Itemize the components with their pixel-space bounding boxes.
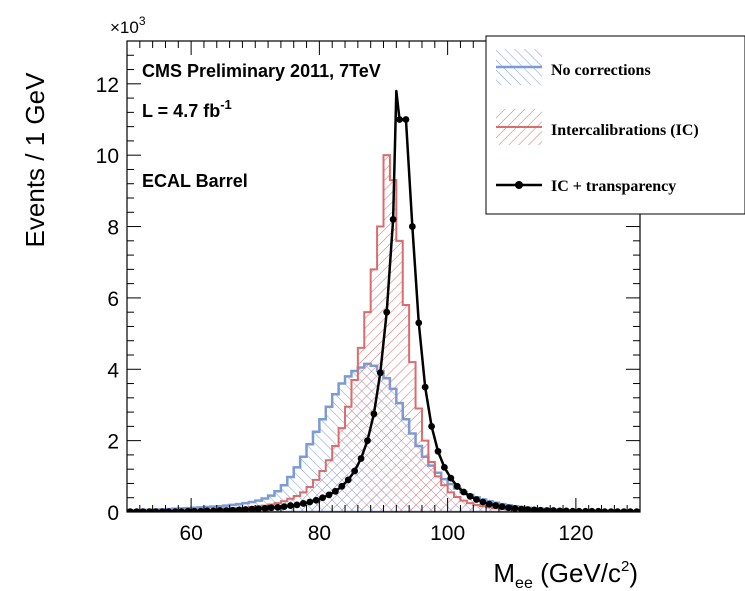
ic-transparency-point xyxy=(370,410,377,417)
ic-transparency-point xyxy=(447,475,454,482)
ic-transparency-point xyxy=(473,496,480,503)
ic-transparency-point xyxy=(287,502,294,509)
ic-transparency-point xyxy=(454,483,461,490)
ic-transparency-point xyxy=(505,504,512,511)
ic-transparency-point xyxy=(300,500,307,507)
x-axis-title: Mee (GeV/c2) xyxy=(493,558,638,591)
ic-transparency-point xyxy=(313,497,320,504)
y-tick-label: 10 xyxy=(96,145,119,168)
ic-transparency-point xyxy=(326,491,333,498)
luminosity-label: L = 4.7 fb-1 xyxy=(142,97,232,121)
ic-transparency-point xyxy=(351,468,358,475)
ic-transparency-point xyxy=(338,483,345,490)
ic-transparency-point xyxy=(306,499,313,506)
x-tick-label: 60 xyxy=(179,522,202,545)
ic-transparency-point xyxy=(191,508,198,515)
y-tick-label: 8 xyxy=(107,217,119,240)
ic-transparency-point xyxy=(255,505,262,512)
ic-transparency-point xyxy=(479,499,486,506)
ic-transparency-point xyxy=(569,508,576,515)
ic-transparency-point xyxy=(595,508,602,515)
y-axis-title: Events / 1 GeV xyxy=(20,72,50,248)
legend: No corrections Intercalibrations (IC) IC… xyxy=(486,36,745,214)
ic-transparency-point xyxy=(409,223,416,230)
ic-transparency-point xyxy=(390,216,397,223)
ic-transparency-point xyxy=(544,507,551,514)
ic-transparency-point xyxy=(428,423,435,430)
ic-transparency-point xyxy=(492,502,499,509)
legend-label-ic-transparency: IC + transparency xyxy=(551,178,676,195)
ic-transparency-point xyxy=(486,501,493,508)
x-tick-label: 80 xyxy=(308,522,331,545)
legend-label-no-corrections: No corrections xyxy=(551,62,651,79)
ic-transparency-point xyxy=(217,507,224,514)
ic-transparency-point xyxy=(204,508,211,515)
ic-transparency-point xyxy=(550,507,557,514)
ic-transparency-point xyxy=(294,501,301,508)
ic-transparency-point xyxy=(185,508,192,515)
y-tick-label: 2 xyxy=(107,431,119,454)
ic-transparency-point xyxy=(223,507,230,514)
ic-transparency-point xyxy=(556,508,563,515)
ic-transparency-point xyxy=(396,116,403,123)
ic-transparency-point xyxy=(345,476,352,483)
ic-transparency-point xyxy=(268,504,275,511)
ic-transparency-point xyxy=(499,503,506,510)
ic-transparency-point xyxy=(332,488,339,495)
y-tick-label: 12 xyxy=(96,74,119,97)
ic-transparency-point xyxy=(435,448,442,455)
ic-transparency-point xyxy=(415,319,422,326)
ic-transparency-point xyxy=(364,437,371,444)
ic-transparency-point xyxy=(403,116,410,123)
ic-transparency-point xyxy=(358,455,365,462)
ic-transparency-point xyxy=(383,309,390,316)
ic-transparency-point xyxy=(422,384,429,391)
ic-transparency-point xyxy=(274,504,281,511)
ic-transparency-point xyxy=(582,508,589,515)
ic-transparency-point xyxy=(460,489,467,496)
x-tick-label: 120 xyxy=(558,522,593,545)
ic-transparency-point xyxy=(197,508,204,515)
ic-transparency-point xyxy=(467,493,474,500)
ic-transparency-point xyxy=(563,508,570,515)
x-tick-label: 100 xyxy=(430,522,465,545)
ic-transparency-point xyxy=(281,503,288,510)
ic-transparency-point xyxy=(210,508,217,515)
legend-label-intercalibrations: Intercalibrations (IC) xyxy=(551,122,699,139)
ic-transparency-point xyxy=(441,464,448,471)
y-tick-label: 4 xyxy=(107,359,119,382)
y-multiplier: ×103 xyxy=(110,14,146,37)
legend-marker-ic-transparency xyxy=(515,181,523,189)
y-tick-label: 6 xyxy=(107,288,119,311)
ic-transparency-point xyxy=(512,505,519,512)
ic-transparency-point xyxy=(319,494,326,501)
experiment-label: CMS Preliminary 2011, 7TeV xyxy=(142,61,381,81)
region-label: ECAL Barrel xyxy=(142,171,248,191)
ic-transparency-point xyxy=(589,508,596,515)
y-tick-label: 0 xyxy=(107,502,119,525)
ic-transparency-point xyxy=(576,508,583,515)
ic-transparency-point xyxy=(377,369,384,376)
ic-transparency-point xyxy=(261,505,268,512)
